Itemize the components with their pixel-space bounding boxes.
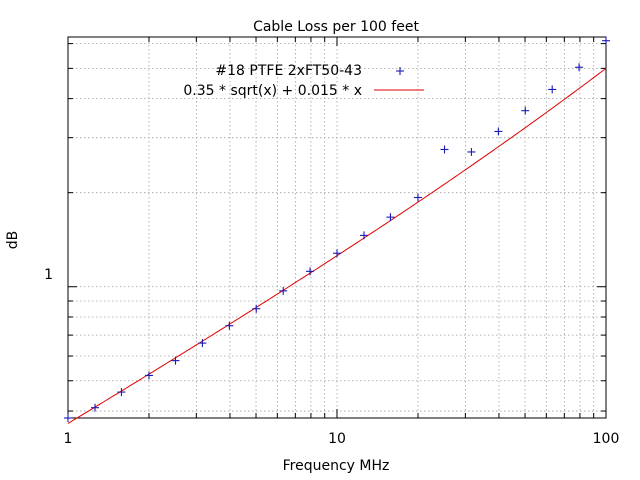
chart-title: Cable Loss per 100 feet (253, 19, 419, 35)
data-point (467, 147, 476, 156)
legend-marker-plus (396, 67, 404, 75)
data-point (413, 193, 422, 202)
data-point (306, 267, 315, 276)
grid (68, 37, 606, 418)
data-point (440, 145, 449, 154)
legend: #18 PTFE 2xFT50-43 0.35 * sqrt(x) + 0.01… (183, 63, 424, 99)
data-point (171, 356, 180, 365)
data-point (548, 85, 557, 94)
x-tick-label-100: 100 (593, 431, 620, 447)
data-point (494, 127, 503, 136)
legend-label-series-1: #18 PTFE 2xFT50-43 (215, 63, 362, 79)
data-point (225, 321, 234, 330)
data-point (252, 304, 261, 313)
data-point (64, 414, 72, 422)
y-tick-label-1: 1 (44, 267, 53, 283)
data-point (521, 106, 530, 115)
data-point (144, 371, 153, 380)
data-point (386, 213, 395, 222)
axis-ticks (67, 37, 607, 418)
data-point (198, 339, 207, 348)
data-point (90, 403, 99, 412)
x-tick-label-1: 1 (64, 431, 73, 447)
legend-label-series-2: 0.35 * sqrt(x) + 0.015 * x (183, 83, 362, 99)
data-point (117, 388, 126, 397)
x-axis-label: Frequency MHz (283, 458, 390, 474)
x-tick-label-10: 10 (328, 431, 346, 447)
data-point (575, 63, 584, 72)
data-points (64, 36, 610, 422)
data-point (359, 231, 368, 240)
data-point (279, 286, 288, 295)
y-axis-label: dB (5, 231, 21, 250)
data-point (333, 249, 341, 258)
data-point (602, 36, 610, 45)
